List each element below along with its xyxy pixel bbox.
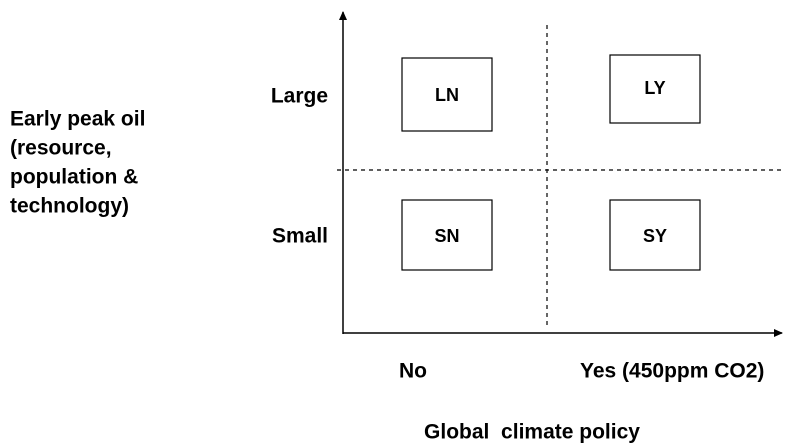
x-level: Yes (450ppm CO2) xyxy=(580,360,764,383)
y-title-line: technology) xyxy=(10,195,129,218)
cell-label: LN xyxy=(435,85,459,105)
cell-ly: LY xyxy=(609,54,701,124)
y-title-line: Early peak oil xyxy=(10,108,145,131)
y-level: Small xyxy=(272,225,328,248)
y-level: Large xyxy=(271,85,328,108)
x-level: No xyxy=(399,360,427,383)
y-title-line: (resource, xyxy=(10,137,112,160)
cell-sy: SY xyxy=(609,199,701,271)
cell-sn: SN xyxy=(401,199,493,271)
y-title-line: population & xyxy=(10,166,138,189)
cell-label: LY xyxy=(644,78,665,98)
cell-ln: LN xyxy=(401,57,493,132)
cell-label: SN xyxy=(434,226,459,246)
x-title: Global climate policy xyxy=(424,421,640,444)
cell-label: SY xyxy=(643,226,667,246)
